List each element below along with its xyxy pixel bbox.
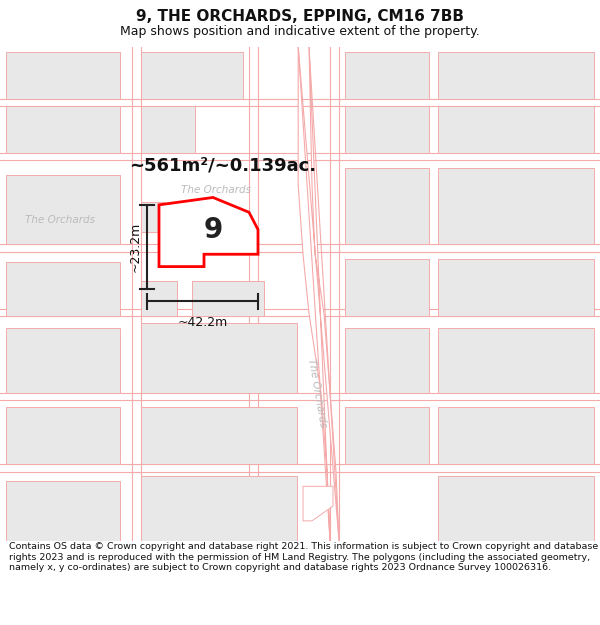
Polygon shape (345, 106, 429, 153)
Polygon shape (6, 106, 120, 153)
Polygon shape (141, 281, 177, 316)
Text: ~561m²/~0.139ac.: ~561m²/~0.139ac. (129, 156, 316, 174)
Polygon shape (141, 476, 297, 541)
Polygon shape (159, 198, 258, 267)
Polygon shape (303, 486, 333, 521)
Polygon shape (141, 408, 297, 464)
Text: The Orchards: The Orchards (306, 357, 328, 428)
Polygon shape (6, 328, 120, 392)
Text: Contains OS data © Crown copyright and database right 2021. This information is : Contains OS data © Crown copyright and d… (9, 542, 598, 572)
Polygon shape (345, 168, 429, 244)
Polygon shape (438, 106, 594, 153)
Polygon shape (438, 259, 594, 316)
Polygon shape (345, 259, 429, 316)
Polygon shape (6, 408, 120, 464)
Polygon shape (298, 47, 339, 541)
Polygon shape (438, 476, 594, 541)
Polygon shape (438, 52, 594, 99)
Polygon shape (345, 408, 429, 464)
Polygon shape (141, 52, 243, 99)
Polygon shape (6, 175, 120, 244)
Polygon shape (6, 52, 120, 99)
Text: The Orchards: The Orchards (25, 214, 95, 224)
Text: Map shows position and indicative extent of the property.: Map shows position and indicative extent… (120, 24, 480, 38)
Polygon shape (6, 481, 120, 541)
Text: 9, THE ORCHARDS, EPPING, CM16 7BB: 9, THE ORCHARDS, EPPING, CM16 7BB (136, 9, 464, 24)
Polygon shape (438, 168, 594, 244)
Polygon shape (0, 47, 600, 541)
Polygon shape (438, 408, 594, 464)
Polygon shape (192, 281, 264, 316)
Text: ~23.2m: ~23.2m (128, 222, 142, 272)
Polygon shape (6, 262, 120, 316)
Polygon shape (141, 202, 165, 232)
Text: The Orchards: The Orchards (181, 185, 251, 195)
Text: 9: 9 (203, 216, 223, 244)
Polygon shape (141, 323, 297, 392)
Polygon shape (345, 52, 429, 99)
Text: ~42.2m: ~42.2m (178, 316, 227, 329)
Polygon shape (141, 106, 195, 153)
Polygon shape (438, 328, 594, 392)
Polygon shape (345, 328, 429, 392)
